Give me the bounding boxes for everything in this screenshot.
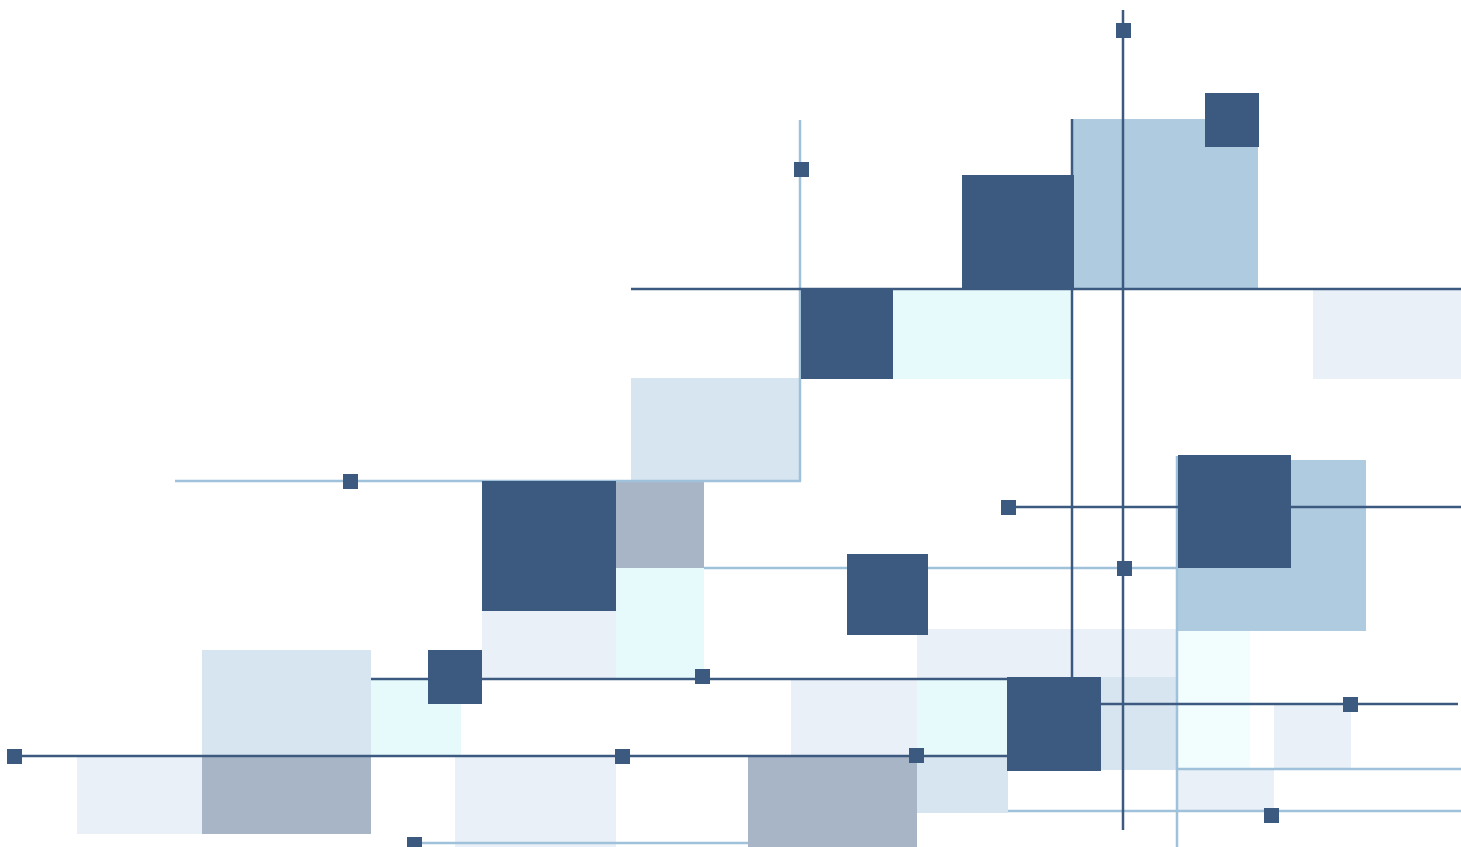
pale-rect (1313, 289, 1461, 379)
gray-rect (202, 756, 371, 834)
pale-blue-rect (917, 756, 1008, 813)
pale-blue-rect (631, 378, 801, 481)
square-marker (695, 669, 710, 684)
navy-block (428, 650, 482, 704)
pale-rect (482, 611, 616, 679)
pale-rect (77, 756, 202, 834)
mint-rect (893, 289, 1072, 379)
pale-blue-rect (1100, 677, 1178, 770)
square-marker (343, 474, 358, 489)
navy-block (1007, 677, 1101, 771)
navy-block (1178, 455, 1291, 568)
mint-rect (616, 568, 704, 679)
gray-rect (616, 481, 704, 568)
mint-rect (1178, 631, 1250, 768)
light-blue-rectangles (202, 119, 1366, 813)
navy-block (482, 481, 616, 611)
square-marker (407, 837, 422, 847)
light-blue-rect (1072, 119, 1258, 289)
pale-rect (1072, 629, 1178, 679)
square-marker (1001, 500, 1016, 515)
light-lines (175, 120, 1461, 847)
square-marker (1264, 808, 1279, 823)
pale-rect (1274, 704, 1351, 768)
navy-block (847, 554, 928, 635)
square-marker (1117, 561, 1132, 576)
square-marker (615, 749, 630, 764)
pale-rect (791, 679, 917, 756)
pale-rectangles (77, 289, 1461, 847)
navy-block (1205, 93, 1259, 147)
navy-blocks (428, 93, 1291, 771)
pale-blue-rect (202, 650, 371, 756)
mint-rectangles (371, 289, 1250, 768)
navy-block (962, 175, 1074, 289)
pale-rect (455, 756, 616, 847)
gray-rectangles (202, 481, 917, 847)
square-marker (7, 749, 22, 764)
square-marker (909, 748, 924, 763)
mint-rect (917, 679, 1008, 756)
square-marker (1116, 23, 1131, 38)
pale-rect (917, 629, 1072, 679)
pale-rect (1178, 768, 1274, 810)
square-marker (1343, 697, 1358, 712)
square-marker (794, 162, 809, 177)
gray-rect (748, 756, 917, 847)
navy-block (801, 289, 893, 379)
markers (7, 23, 1358, 847)
